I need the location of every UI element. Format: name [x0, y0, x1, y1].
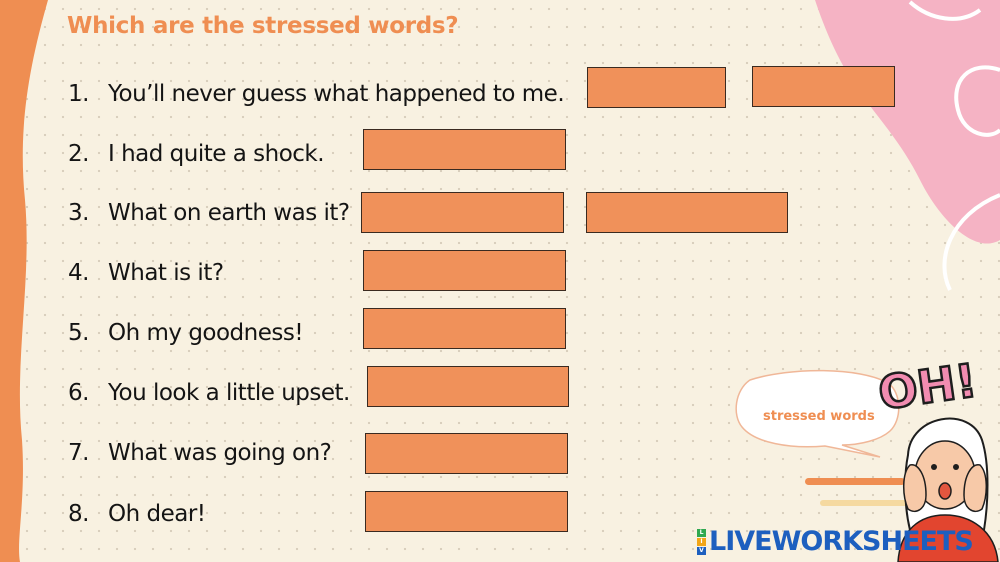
answer-box-2[interactable]: [363, 129, 566, 170]
question-text: Oh my goodness!: [108, 320, 304, 346]
question-3: 3. What on earth was it?: [68, 200, 350, 226]
answer-box-6[interactable]: [367, 366, 569, 407]
question-2: 2. I had quite a shock.: [68, 141, 325, 167]
question-number: 2.: [68, 141, 89, 167]
answer-box-5[interactable]: [363, 308, 566, 349]
bubble-text: stressed words: [763, 409, 875, 424]
page-title: Which are the stressed words?: [67, 13, 459, 39]
decorative-lines: [805, 478, 910, 506]
question-text: You’ll never guess what happened to me.: [108, 81, 565, 107]
answer-box-4[interactable]: [363, 250, 566, 291]
logo-mark-icon: L I V: [697, 528, 706, 555]
question-6: 6. You look a little upset.: [68, 380, 350, 406]
question-8: 8. Oh dear!: [68, 501, 206, 527]
answer-box-3a[interactable]: [361, 192, 564, 233]
answer-box-8[interactable]: [365, 491, 568, 532]
question-number: 8.: [68, 501, 89, 527]
speech-bubble: [735, 369, 900, 458]
question-number: 1.: [68, 81, 89, 107]
question-number: 6.: [68, 380, 89, 406]
right-pink-blob: [815, 0, 1000, 291]
answer-box-7[interactable]: [365, 433, 568, 474]
question-text: You look a little upset.: [108, 380, 350, 406]
question-text: What is it?: [108, 260, 224, 286]
oh-exclamation: OH!: [875, 353, 980, 420]
logo-text: LIVEWORKSHEETS: [709, 526, 974, 557]
question-text: What was going on?: [108, 440, 332, 466]
question-text: What on earth was it?: [108, 200, 350, 226]
answer-box-3b[interactable]: [586, 192, 788, 233]
question-text: Oh dear!: [108, 501, 206, 527]
surprised-girl-illustration: OH!: [874, 352, 999, 562]
question-5: 5. Oh my goodness!: [68, 320, 304, 346]
question-number: 3.: [68, 200, 89, 226]
question-number: 4.: [68, 260, 89, 286]
answer-box-1b[interactable]: [752, 66, 895, 107]
question-number: 5.: [68, 320, 89, 346]
question-1: 1. You’ll never guess what happened to me…: [68, 81, 565, 107]
question-4: 4. What is it?: [68, 260, 224, 286]
left-orange-wave: [0, 0, 48, 562]
question-number: 7.: [68, 440, 89, 466]
question-text: I had quite a shock.: [108, 141, 325, 167]
liveworksheets-logo: L I V LIVEWORKSHEETS: [697, 526, 974, 557]
answer-box-1a[interactable]: [587, 67, 726, 108]
question-7: 7. What was going on?: [68, 440, 332, 466]
